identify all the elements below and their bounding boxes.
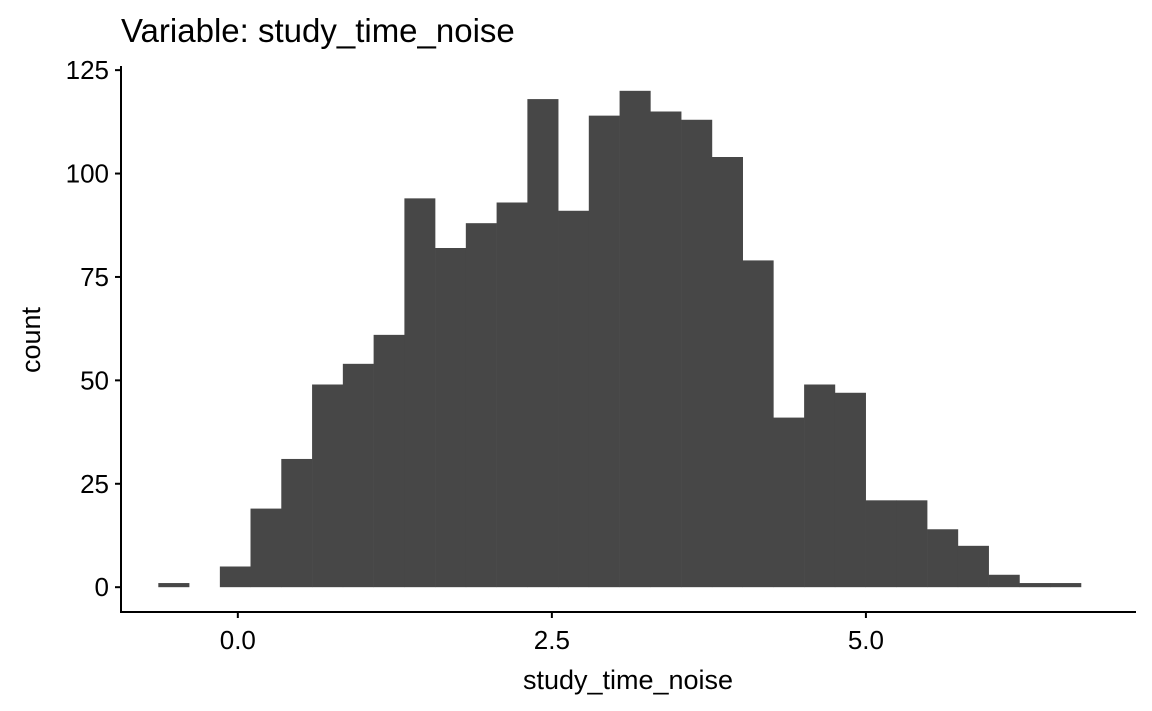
histogram-bars xyxy=(158,90,1082,588)
x-tick-label: 0.0 xyxy=(220,625,256,655)
y-tick-label: 50 xyxy=(80,365,109,395)
histogram-bar xyxy=(219,566,251,588)
histogram-bar xyxy=(342,363,374,588)
histogram-bar xyxy=(804,384,836,588)
histogram-bar xyxy=(957,545,989,588)
histogram-bar xyxy=(1019,583,1051,588)
histogram-bar xyxy=(896,500,928,588)
y-axis-ticks: 0 25 50 75 100 125 xyxy=(66,55,121,602)
histogram-bar xyxy=(927,529,959,588)
y-tick-label: 125 xyxy=(66,55,109,85)
histogram-bar xyxy=(1050,583,1082,588)
y-tick-label: 75 xyxy=(80,262,109,292)
histogram-bar xyxy=(742,260,774,588)
histogram-bar xyxy=(496,202,528,588)
x-tick-label: 5.0 xyxy=(848,625,884,655)
x-tick-label: 2.5 xyxy=(534,625,570,655)
y-tick-label: 0 xyxy=(95,572,109,602)
histogram-bar xyxy=(558,210,590,588)
x-axis-ticks: 0.0 2.5 5.0 xyxy=(220,612,884,655)
x-axis-title: study_time_noise xyxy=(523,665,733,695)
histogram-bar xyxy=(527,99,559,588)
histogram-bar xyxy=(312,384,344,588)
histogram-bar xyxy=(650,111,682,588)
histogram-bar xyxy=(158,583,190,588)
histogram-bar xyxy=(865,500,897,588)
histogram-bar xyxy=(281,458,313,588)
histogram-bar xyxy=(465,223,497,588)
y-tick-label: 100 xyxy=(66,159,109,189)
histogram-bar xyxy=(834,392,866,588)
histogram-bar xyxy=(250,508,282,588)
histogram-bar xyxy=(588,115,620,588)
chart-title: Variable: study_time_noise xyxy=(121,12,515,49)
histogram-bar xyxy=(404,198,436,588)
histogram-bar xyxy=(681,119,713,588)
histogram-bar xyxy=(711,157,743,588)
y-tick-label: 25 xyxy=(80,469,109,499)
histogram-bar xyxy=(988,574,1020,588)
histogram-bar xyxy=(619,90,651,588)
histogram-bar xyxy=(773,417,805,588)
histogram-bar xyxy=(435,248,467,588)
y-axis-title: count xyxy=(16,306,46,373)
histogram-bar xyxy=(373,334,405,588)
